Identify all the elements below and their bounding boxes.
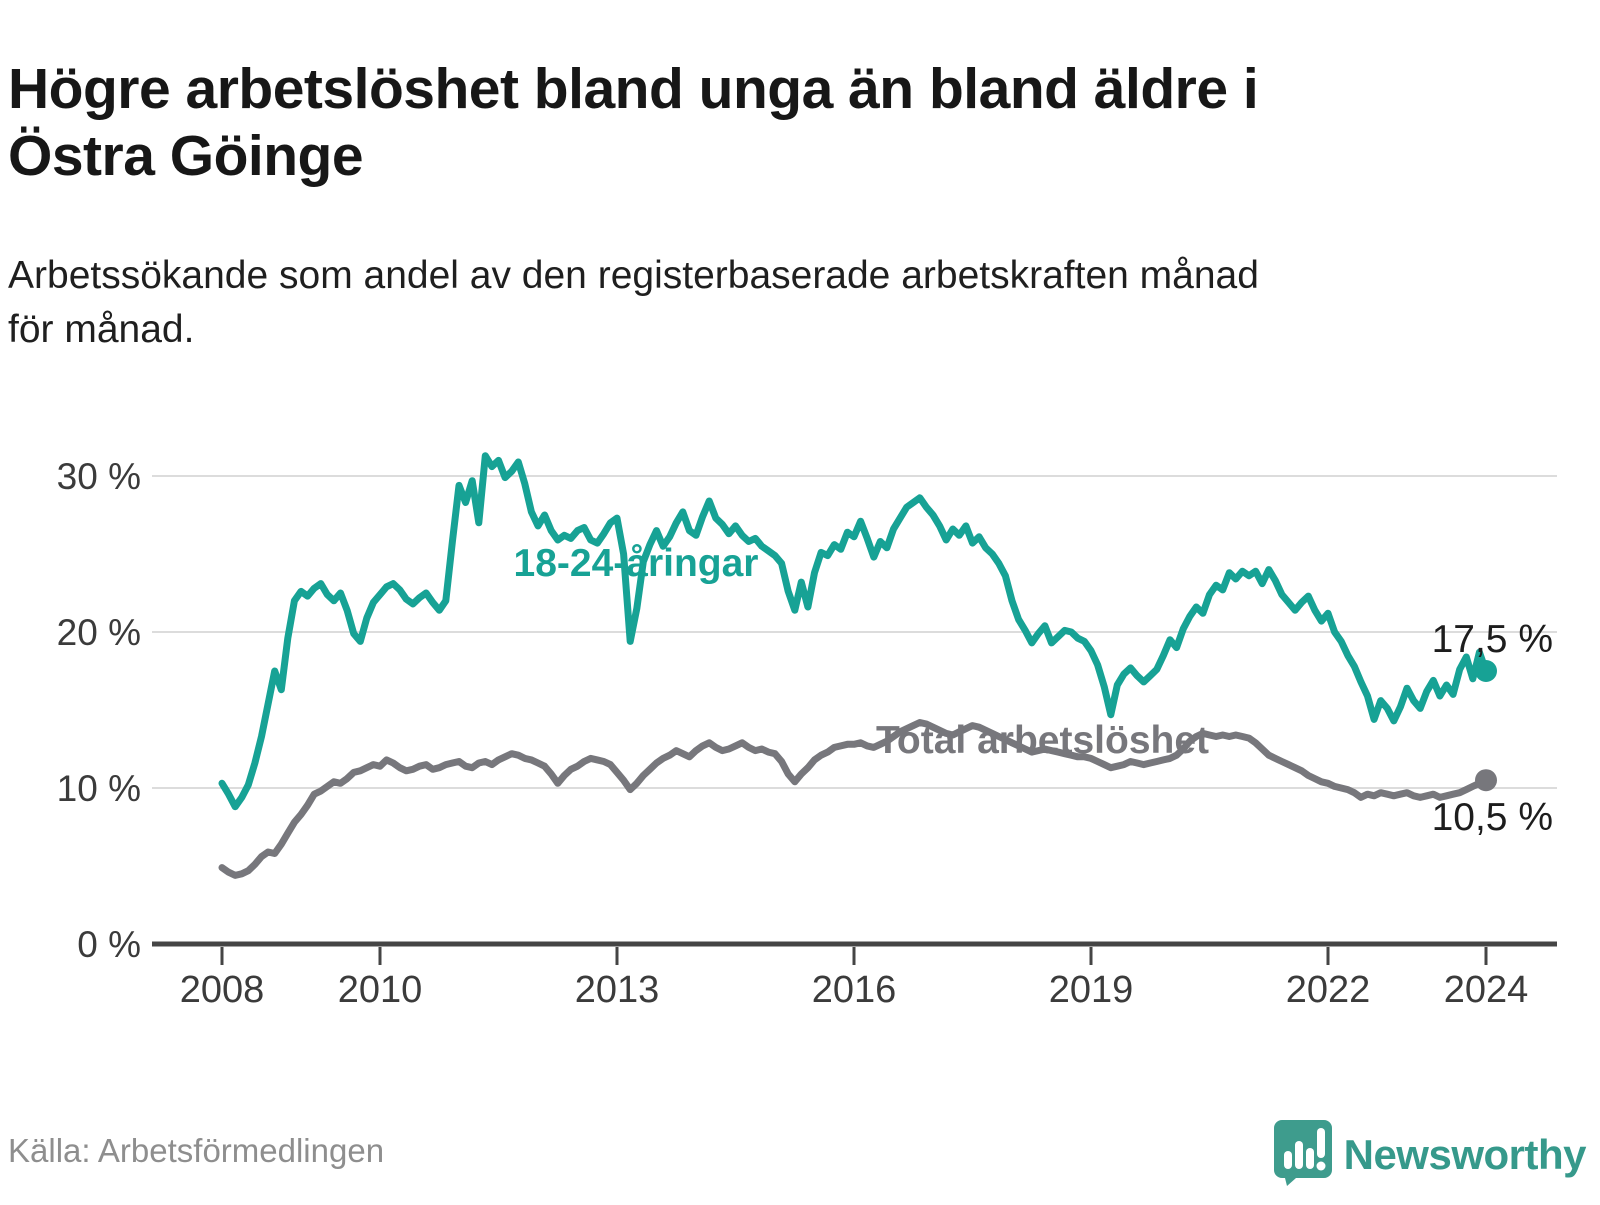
source-note: Källa: Arbetsförmedlingen [8, 1132, 385, 1169]
x-axis-label-2024: 2024 [1444, 969, 1529, 1011]
series-line-total [218, 719, 1490, 879]
chart-subtitle: Arbetssökande som andel av den registerb… [8, 249, 1568, 357]
annotation-1: Total arbetslöshet [876, 719, 1209, 762]
brand-name: Newsworthy [1343, 1130, 1587, 1178]
y-axis-label-30: 30 % [57, 456, 141, 497]
page-title: Högre arbetslöshet bland unga än bland ä… [8, 56, 1568, 191]
y-axis-label-0: 0 % [77, 924, 141, 965]
title-line-1: Högre arbetslöshet bland unga än bland ä… [8, 57, 1259, 122]
title-line-2: Östra Göinge [8, 124, 364, 189]
y-axis-label-10: 10 % [57, 768, 141, 809]
newsworthy-brand[interactable]: Newsworthy [1273, 1118, 1587, 1191]
annotation-0: 18-24-åringar [514, 542, 759, 585]
x-axis-label-2010: 2010 [338, 969, 423, 1011]
subtitle-line-2: för månad. [8, 307, 195, 351]
series-end-dot-total [1475, 769, 1497, 792]
annotation-2: 17,5 % [1432, 618, 1553, 661]
series-line-youth [218, 452, 1490, 811]
annotation-3: 10,5 % [1432, 796, 1553, 839]
x-axis-label-2016: 2016 [812, 969, 897, 1011]
speech-bubble-bar-chart-icon [1273, 1118, 1332, 1191]
subtitle-line-1: Arbetssökande som andel av den registerb… [8, 254, 1259, 297]
x-axis-label-2008: 2008 [180, 969, 265, 1011]
y-axis-label-20: 20 % [57, 612, 141, 653]
x-axis-label-2019: 2019 [1049, 969, 1134, 1011]
series-end-dot-youth [1475, 660, 1497, 682]
x-axis-label-2013: 2013 [575, 969, 660, 1011]
x-axis-label-2022: 2022 [1286, 969, 1371, 1011]
